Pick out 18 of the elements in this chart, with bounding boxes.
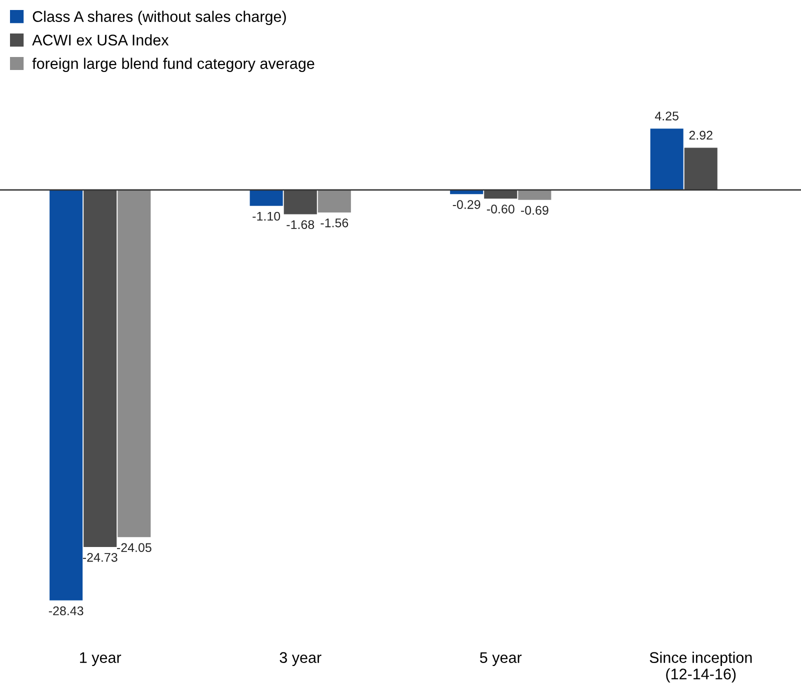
- data-label: -1.68: [286, 220, 314, 230]
- data-label: -24.05: [117, 543, 152, 552]
- data-label: 2.92: [689, 130, 712, 140]
- data-label: -0.29: [452, 200, 480, 209]
- legend-label: Class A shares (without sales charge): [32, 10, 286, 26]
- data-label: -28.43: [48, 606, 84, 616]
- x-tick-label: 5 year: [480, 652, 522, 666]
- data-label: -0.69: [520, 206, 548, 215]
- data-label: -0.60: [486, 204, 514, 214]
- data-label: -1.10: [252, 212, 280, 221]
- legend-label: ACWI ex USA Index: [32, 34, 169, 46]
- x-tick-label: 1 year: [80, 652, 122, 666]
- x-tick-label: Since inception (12-14-16): [650, 652, 752, 682]
- x-tick-label: 3 year: [280, 652, 322, 666]
- data-label: -1.56: [320, 218, 348, 228]
- data-label: 4.25: [654, 112, 678, 120]
- legend-label: foreign large blend fund category average: [32, 58, 314, 72]
- data-label: -24.73: [82, 552, 118, 562]
